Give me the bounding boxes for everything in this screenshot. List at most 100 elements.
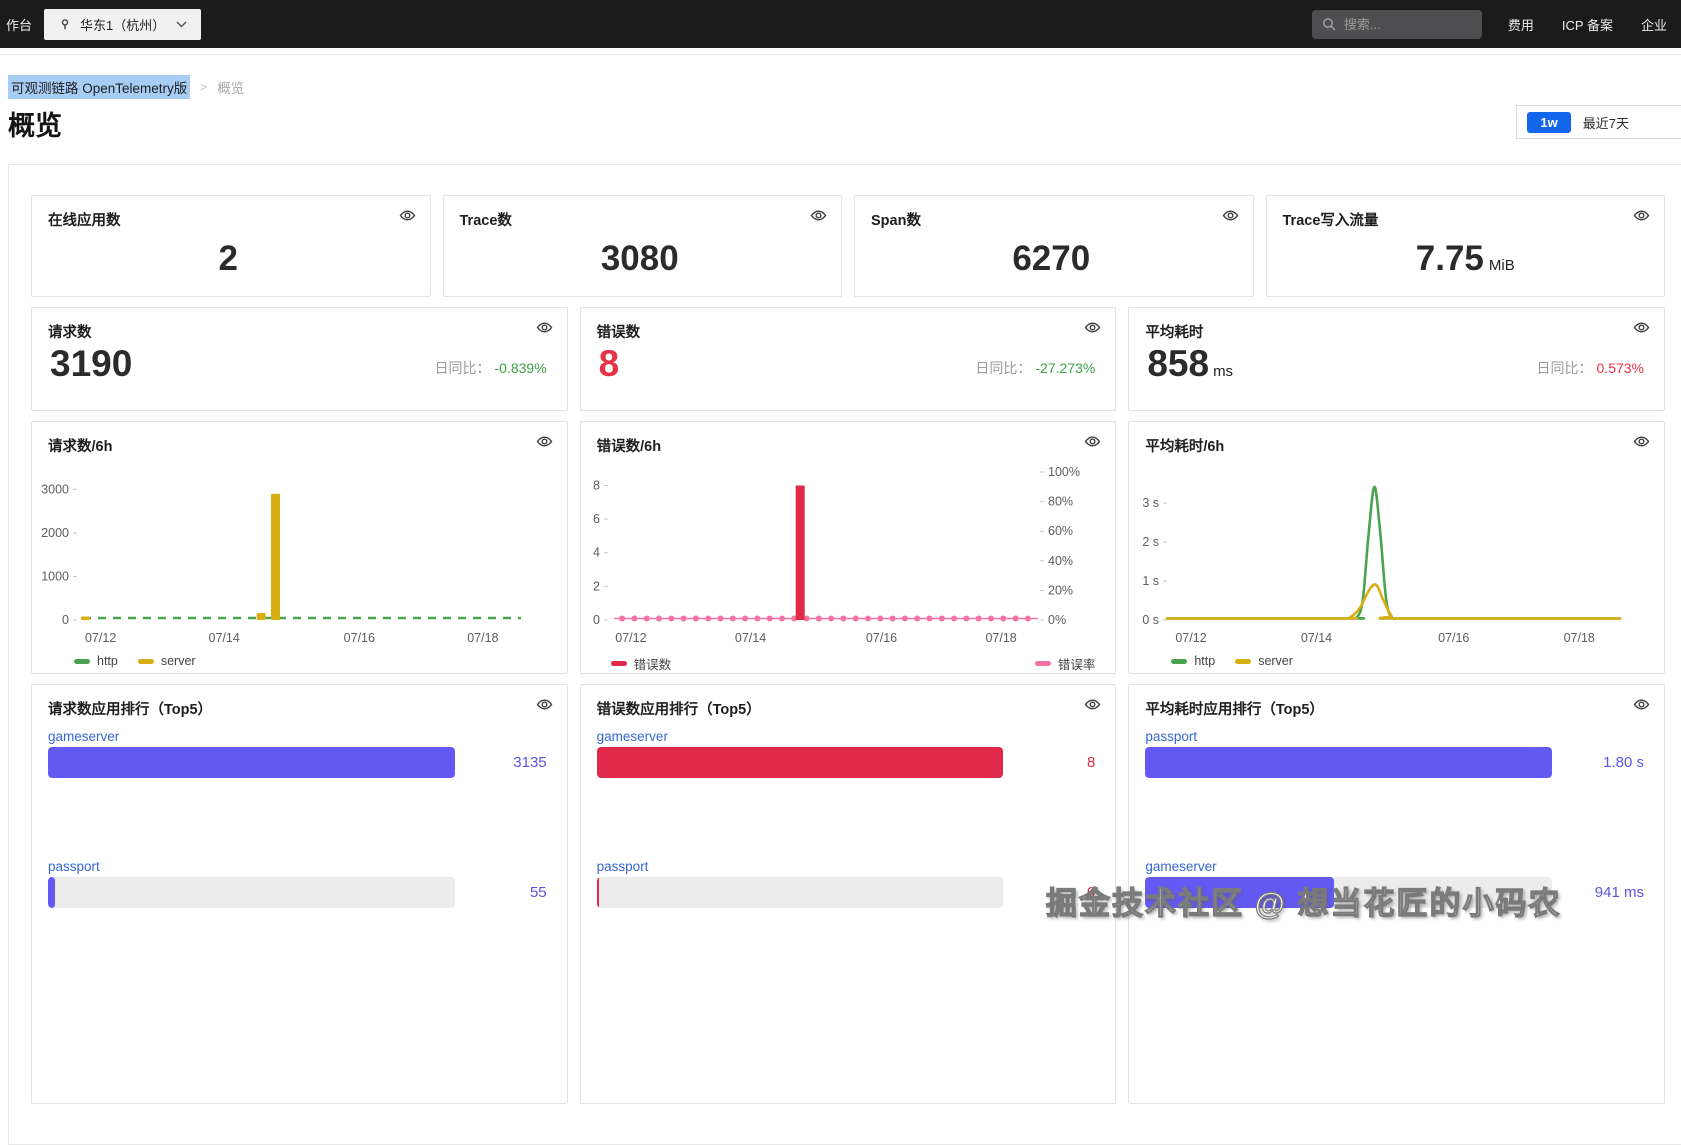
rank-row: gameserver 8 — [596, 728, 1100, 779]
breadcrumb-separator-icon: > — [200, 80, 208, 94]
console-left-fragment[interactable]: 作台 — [6, 17, 33, 33]
svg-text:0: 0 — [593, 613, 600, 627]
app-link[interactable]: gameserver — [1145, 859, 1217, 875]
chart-title: 平均耗时/6h — [1145, 439, 1225, 456]
svg-text:07/18: 07/18 — [467, 631, 498, 645]
legend-swatch — [74, 658, 90, 664]
svg-text:07/12: 07/12 — [85, 631, 116, 645]
rank-title: 错误数应用排行（Top5） — [596, 702, 761, 719]
kpi-unit: ms — [1213, 363, 1234, 381]
panel-error-count-top5: 错误数应用排行（Top5） gameserver 8 passport 0 — [579, 684, 1117, 1105]
community-watermark: 掘金技术社区 @ 想当花匠的小码农 — [1045, 885, 1562, 921]
app-link[interactable]: passport — [596, 859, 649, 875]
card-online-apps: 在线应用数 2 — [31, 195, 431, 298]
breadcrumb: 可观测链路 OpenTelemetry版 > 概览 — [8, 75, 1681, 99]
search-icon — [1322, 17, 1336, 31]
svg-text:07/12: 07/12 — [615, 631, 646, 645]
rank-row: passport 55 — [48, 858, 551, 909]
top-nav-bar: 作台 华东1（杭州） 费用 ICP 备案 企业 — [0, 0, 1681, 48]
legend-label: server — [160, 654, 196, 669]
legend-item[interactable]: 错误数 — [610, 654, 672, 673]
stat-value: 7.75 MiB — [1415, 239, 1515, 279]
stat-cards-row: 在线应用数 2 Trace数 3080 Span数 6270 Trace写入流量… — [31, 195, 1665, 298]
topbar-link-billing[interactable]: 费用 — [1507, 17, 1534, 33]
legend-item[interactable]: server — [1235, 654, 1293, 668]
eye-icon[interactable] — [1084, 697, 1101, 712]
svg-text:1000: 1000 — [41, 570, 69, 584]
global-search[interactable] — [1311, 9, 1482, 39]
legend-label: 错误数 — [633, 658, 672, 673]
topbar-link-enterprise[interactable]: 企业 — [1640, 17, 1667, 33]
svg-text:07/14: 07/14 — [735, 631, 766, 645]
legend-item[interactable]: http — [1171, 654, 1215, 668]
header-divider — [0, 48, 1681, 55]
charts-row: 请求数/6h 0 1000 2000 3000 07/12 07/14 07/16 07/18… — [31, 421, 1665, 675]
legend-swatch — [1235, 658, 1252, 664]
rank-bar-fill — [1145, 747, 1552, 779]
app-link[interactable]: passport — [1145, 729, 1198, 745]
topbar-link-icp[interactable]: ICP 备案 — [1561, 17, 1613, 33]
eye-icon[interactable] — [1633, 320, 1650, 335]
legend-item[interactable]: server — [137, 654, 196, 669]
legend-item[interactable]: http — [74, 654, 118, 668]
region-selector[interactable]: 华东1（杭州） — [44, 8, 202, 40]
eye-icon[interactable] — [1633, 208, 1650, 223]
legend-swatch — [1034, 661, 1051, 667]
time-range-label: 最近7天 — [1582, 115, 1629, 131]
panel-request-count-top5: 请求数应用排行（Top5） gameserver 3135 passport 5… — [31, 684, 568, 1105]
app-link[interactable]: gameserver — [596, 729, 668, 745]
card-title: Trace数 — [459, 213, 512, 230]
search-input[interactable] — [1343, 16, 1472, 32]
page-title: 概览 — [8, 111, 62, 141]
svg-text:60%: 60% — [1048, 524, 1073, 538]
eye-icon[interactable] — [536, 320, 553, 335]
legend-item[interactable]: 错误率 — [1034, 654, 1096, 673]
breadcrumb-product[interactable]: 可观测链路 OpenTelemetry版 — [8, 75, 191, 99]
eye-icon[interactable] — [810, 208, 827, 223]
rank-bar-track — [1145, 747, 1552, 779]
svg-text:0%: 0% — [1048, 613, 1066, 627]
svg-text:0: 0 — [62, 613, 69, 627]
avg-latency-per-6h-chart: 0 s 1 s 2 s 3 s 07/12 07/14 07/16 07/18 — [1143, 485, 1622, 645]
svg-text:4: 4 — [593, 546, 600, 560]
svg-text:2: 2 — [593, 579, 600, 593]
svg-text:6: 6 — [593, 512, 600, 526]
rank-row: gameserver 3135 — [48, 728, 551, 779]
eye-icon[interactable] — [1084, 434, 1101, 449]
eye-icon[interactable] — [536, 697, 553, 712]
time-range-selector[interactable]: 1w 最近7天 — [1516, 105, 1681, 139]
rank-row: passport 0 — [596, 858, 1100, 909]
chevron-down-icon — [176, 21, 187, 28]
legend-swatch — [137, 658, 154, 664]
eye-icon[interactable] — [1633, 434, 1650, 449]
chart-title: 错误数/6h — [596, 439, 662, 456]
time-range-badge[interactable]: 1w — [1527, 111, 1571, 133]
svg-text:2000: 2000 — [41, 526, 69, 540]
rank-value: 3135 — [513, 754, 547, 772]
svg-text:8: 8 — [593, 479, 600, 493]
svg-text:07/16: 07/16 — [865, 631, 896, 645]
legend-label: 错误率 — [1057, 658, 1096, 673]
chart-legend: http server — [1171, 654, 1664, 668]
eye-icon[interactable] — [1633, 697, 1650, 712]
day-over-day-compare: 日同比： -0.839% — [434, 359, 547, 376]
app-link[interactable]: passport — [48, 859, 100, 875]
eye-icon[interactable] — [536, 434, 553, 449]
card-error-count: 错误数 8 日同比： -27.273% — [579, 307, 1117, 412]
svg-text:0 s: 0 s — [1143, 613, 1160, 627]
svg-text:80%: 80% — [1048, 495, 1073, 509]
rank-bar-fill — [1145, 877, 1335, 909]
eye-icon[interactable] — [1084, 320, 1101, 335]
rank-value: 8 — [1086, 754, 1096, 772]
app-link[interactable]: gameserver — [48, 729, 120, 745]
svg-text:20%: 20% — [1048, 583, 1073, 597]
day-over-day-compare: 日同比： 0.573% — [1536, 359, 1644, 376]
card-trace-write-traffic: Trace写入流量 7.75 MiB — [1265, 195, 1665, 298]
stat-value: 6270 — [1012, 239, 1091, 279]
svg-text:3000: 3000 — [41, 482, 69, 496]
eye-icon[interactable] — [399, 208, 416, 223]
rank-bar-track — [1145, 877, 1552, 909]
eye-icon[interactable] — [1222, 208, 1239, 223]
svg-text:07/16: 07/16 — [1438, 631, 1469, 645]
